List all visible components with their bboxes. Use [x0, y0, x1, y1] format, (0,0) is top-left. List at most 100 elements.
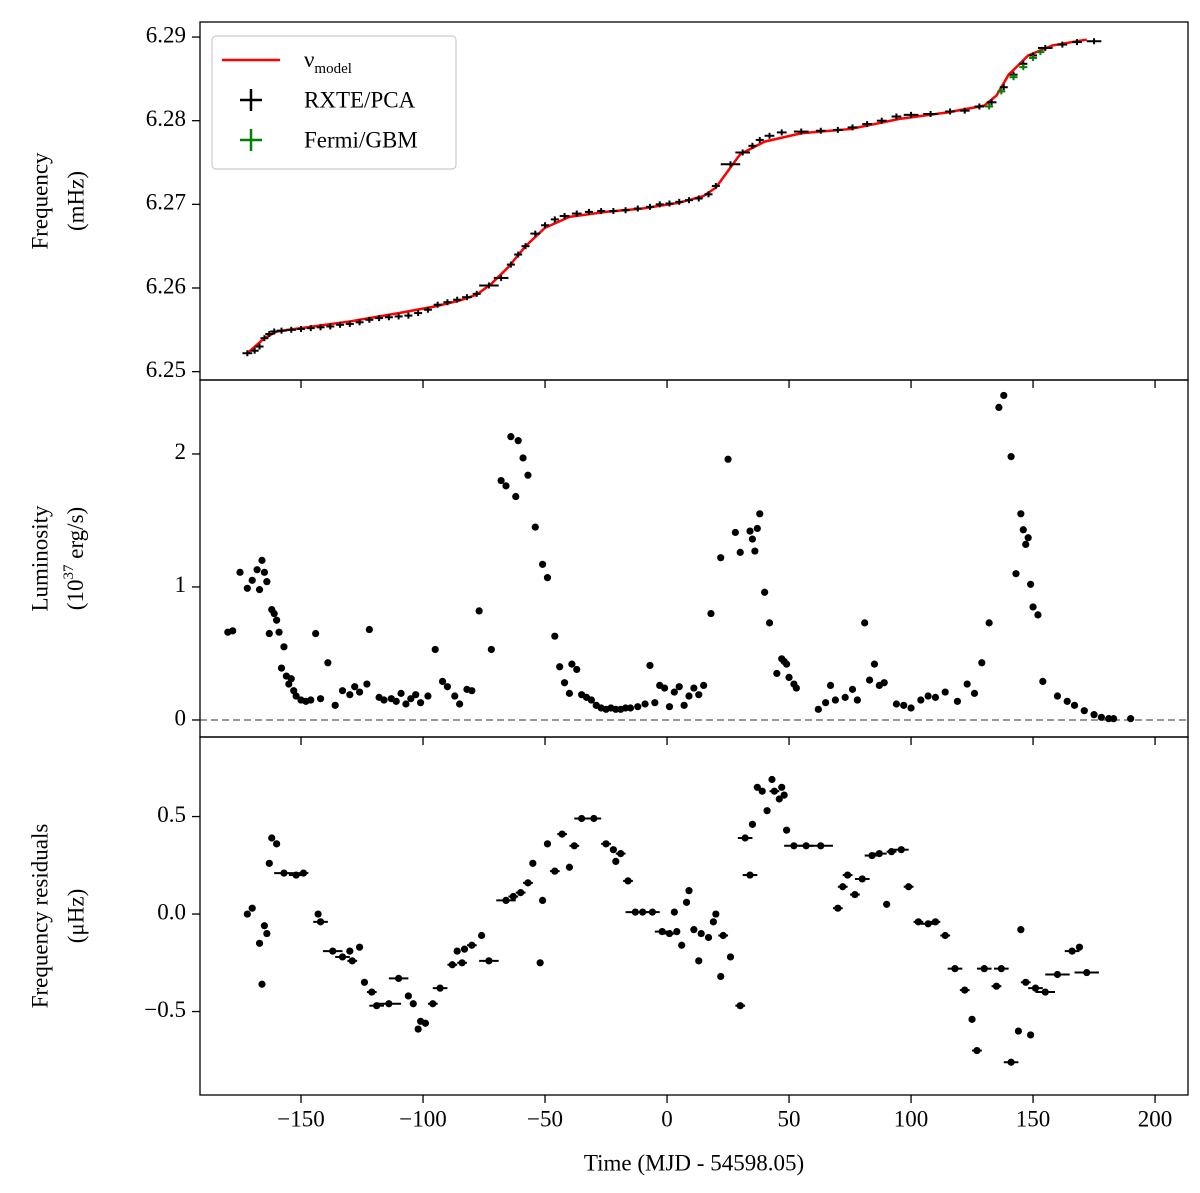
point-marker: [1027, 580, 1035, 588]
y-tick-label: 0: [175, 705, 187, 730]
point-marker: [348, 957, 356, 965]
data-point: [891, 113, 902, 120]
data-point: [986, 99, 997, 106]
point-marker: [897, 846, 905, 854]
point-marker: [524, 879, 532, 887]
point-marker: [609, 846, 617, 854]
data-point: [384, 314, 393, 321]
data-point: [655, 201, 664, 208]
point-marker: [270, 609, 278, 618]
point-marker: [487, 645, 495, 654]
point-marker: [724, 455, 732, 463]
point-marker: [883, 900, 891, 908]
data-point: [388, 974, 409, 982]
point-marker: [538, 896, 547, 905]
data-point: [260, 922, 269, 930]
point-marker: [1083, 968, 1091, 977]
point-marker: [460, 945, 469, 953]
point-marker: [436, 984, 444, 992]
data-point: [748, 820, 757, 828]
point-marker: [917, 696, 925, 704]
x-axis-label: Time (MJD - 54598.05): [584, 1150, 804, 1175]
data-point: [1036, 49, 1045, 56]
data-point: [697, 929, 705, 938]
point-marker: [648, 908, 656, 916]
data-point: [597, 208, 606, 215]
point-marker: [704, 933, 713, 942]
point-marker: [853, 696, 861, 704]
point-marker: [763, 807, 771, 815]
point-marker: [346, 947, 354, 955]
data-point: [530, 230, 541, 237]
data-point: [286, 326, 297, 333]
legend-label: RXTE/PCA: [304, 87, 416, 112]
point-marker: [543, 840, 552, 848]
point-marker: [634, 703, 642, 711]
data-point: [472, 290, 481, 297]
data-point: [477, 931, 486, 940]
data-point: [997, 88, 1006, 95]
point-marker: [780, 791, 788, 799]
point-marker: [236, 568, 244, 576]
point-marker: [1063, 697, 1071, 705]
point-marker: [695, 957, 703, 965]
point-marker: [753, 783, 761, 791]
point-marker: [277, 664, 286, 672]
data-point: [670, 908, 678, 916]
point-marker: [363, 680, 371, 688]
data-point: [645, 908, 660, 916]
point-marker: [695, 691, 703, 699]
data-point: [460, 945, 469, 953]
data-point: [268, 834, 276, 842]
point-marker: [1031, 984, 1040, 992]
x-tick-label: 50: [778, 1106, 801, 1131]
data-point: [326, 323, 335, 330]
point-marker: [660, 684, 669, 692]
data-point: [755, 136, 764, 143]
point-marker: [324, 659, 332, 667]
point-marker: [790, 842, 798, 850]
data-point: [565, 863, 574, 871]
point-marker: [558, 830, 566, 838]
point-marker: [497, 476, 505, 485]
point-marker: [770, 787, 779, 795]
point-marker: [814, 705, 822, 713]
data-point: [298, 869, 309, 877]
point-marker: [1017, 926, 1025, 934]
point-marker: [1029, 603, 1037, 611]
legend-label: νmodel: [304, 47, 352, 77]
point-marker: [485, 957, 493, 965]
point-marker: [839, 883, 847, 891]
data-point: [306, 325, 315, 332]
point-marker: [468, 941, 476, 949]
data-point: [883, 900, 891, 908]
point-marker: [1024, 534, 1032, 542]
data-point: [453, 947, 461, 955]
point-marker: [1041, 988, 1049, 996]
point-marker: [1007, 1058, 1015, 1066]
point-marker: [412, 691, 420, 699]
point-marker: [1109, 715, 1118, 723]
data-point: [945, 108, 955, 115]
data-point: [263, 929, 271, 938]
point-marker: [551, 632, 559, 640]
data-point: [523, 879, 533, 887]
data-point: [514, 251, 523, 258]
y-axis-label-sup: 37: [61, 564, 77, 580]
data-point: [1035, 988, 1056, 996]
point-marker: [773, 669, 781, 678]
point-marker: [746, 871, 754, 879]
point-marker: [907, 704, 915, 712]
data-point: [704, 933, 713, 942]
data-point: [684, 197, 693, 204]
data-point: [742, 871, 758, 879]
point-marker: [785, 673, 793, 682]
data-point: [694, 195, 703, 202]
data-point: [360, 978, 369, 986]
data-point: [346, 947, 354, 955]
data-point: [780, 791, 788, 799]
point-marker: [1090, 711, 1098, 719]
data-point: [414, 1025, 422, 1033]
data-point: [549, 867, 560, 875]
point-marker: [834, 904, 842, 912]
